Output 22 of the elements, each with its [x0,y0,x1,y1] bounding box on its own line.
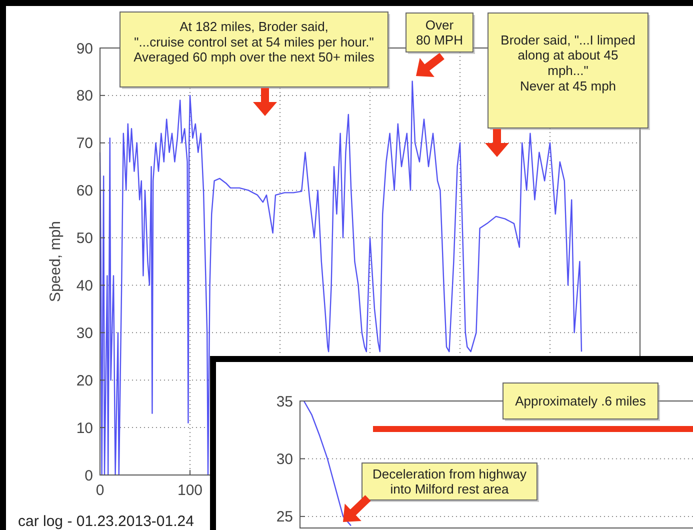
y-tick-label: 0 [84,467,93,484]
text: Over 80 MPH [416,17,463,48]
line-series [303,400,352,526]
text: car log - 01.23.2013-01.24 [18,513,194,530]
y-tick-label: 50 [76,230,93,248]
y-tick-label: 80 [76,88,93,105]
annotation: At 182 miles, Broder said, "...cruise control set at 54 miles per hour." Averaged 60 mph over the next 50+ miles [134,19,375,65]
x-tick-label: 100 [177,482,203,499]
annotation: Broder said, "...I limped along at about 45 mph..." Never at 45 mph [500,32,636,94]
annotation: Deceleration from highway into Milford rest area [372,466,527,497]
y-tick-label: 30 [76,324,93,342]
y-tick-label: 90 [76,40,93,58]
y-tick-label: 60 [76,182,93,200]
y-tick-label: 40 [76,277,93,294]
annotation: Approximately .6 miles [515,394,646,409]
y-tick-label: 35 [276,393,293,410]
y-tick-label: 25 [276,508,293,526]
y-tick-label: 10 [76,420,93,437]
y-tick-label: 20 [76,372,93,390]
y-tick-label: 30 [276,450,293,468]
y-axis-title: Speed, mph [47,221,64,302]
y-tick-label: 70 [76,135,93,152]
